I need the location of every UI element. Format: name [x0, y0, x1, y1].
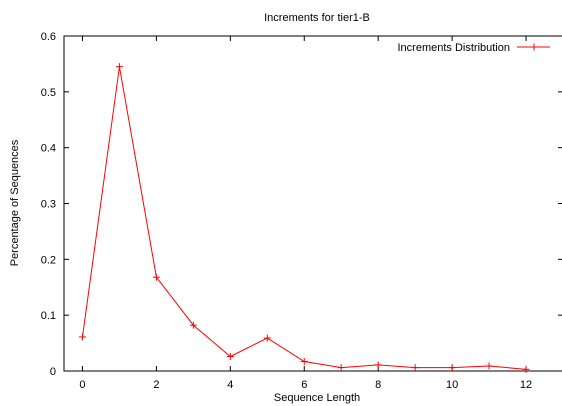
y-tick-label: 0.1: [41, 310, 56, 322]
chart-title: Increments for tier1-B: [264, 12, 370, 24]
data-point-marker: [337, 364, 345, 372]
x-tick-label: 2: [153, 379, 159, 391]
series-line: [81, 66, 527, 370]
data-point-marker: [300, 358, 308, 366]
x-tick-label: 6: [301, 379, 307, 391]
legend-label: Increments Distribution: [398, 42, 511, 54]
y-tick-label: 0.2: [41, 254, 56, 266]
data-point-marker: [411, 364, 419, 372]
x-tick-label: 4: [227, 379, 233, 391]
y-axis-label: Percentage of Sequences: [9, 139, 21, 266]
y-tick-label: 0.5: [41, 87, 56, 99]
y-axis-ticks: 0 0.1 0.2 0.3 0.4 0.5 0.6: [41, 31, 562, 378]
y-tick-label: 0.4: [41, 143, 56, 155]
plot-frame: [63, 35, 562, 372]
y-tick-label: 0: [50, 366, 56, 378]
x-tick-label: 0: [79, 379, 85, 391]
legend-swatch-marker: [530, 43, 538, 51]
data-point-marker: [152, 273, 160, 281]
y-tick-label: 0.6: [41, 31, 56, 43]
data-point-marker: [78, 333, 86, 341]
x-tick-label: 8: [375, 379, 381, 391]
data-point-marker: [485, 362, 493, 370]
data-point-marker: [115, 63, 123, 71]
legend: Increments Distribution: [398, 42, 550, 54]
data-point-marker: [522, 365, 530, 373]
y-tick-label: 0.3: [41, 199, 56, 211]
data-point-marker: [448, 364, 456, 372]
data-point-marker: [263, 334, 271, 342]
data-point-marker: [374, 361, 382, 369]
x-tick-label: 12: [520, 379, 532, 391]
data-point-marker: [226, 352, 234, 360]
x-tick-label: 10: [446, 379, 458, 391]
x-axis-ticks: 0 2 4 6 8 10 12: [79, 36, 532, 391]
data-point-marker: [189, 321, 197, 329]
series-layer: [78, 63, 530, 373]
x-axis-label: Sequence Length: [274, 392, 360, 404]
